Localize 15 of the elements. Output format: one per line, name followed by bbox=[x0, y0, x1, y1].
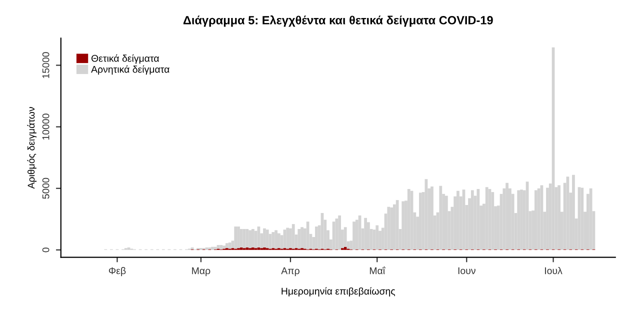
legend-label: Αρνητικά δείγματα bbox=[91, 65, 170, 75]
legend-label: Θετικά δείγματα bbox=[91, 54, 160, 64]
x-tick-label: Απρ bbox=[281, 267, 300, 276]
x-tick-label: Φεβ bbox=[108, 267, 126, 276]
y-tick-label: 0 bbox=[42, 248, 50, 252]
y-axis-title: Αριθμός δειγμάτων bbox=[27, 107, 37, 189]
chart-title: Διάγραμμα 5: Ελεγχθέντα και θετικά δείγματα COVID-19 bbox=[183, 15, 493, 27]
x-axis-title: Ημερομηνία επιβεβαίωσης bbox=[282, 287, 396, 297]
x-tick-label: Μαΐ bbox=[370, 266, 386, 274]
x-tick-label: Μαρ bbox=[192, 267, 210, 276]
x-tick-label: Ιουλ bbox=[545, 267, 562, 274]
y-tick-label: 10000 bbox=[42, 114, 50, 140]
y-tick-label: 15000 bbox=[42, 52, 50, 78]
y-tick-label: 5000 bbox=[42, 178, 50, 199]
x-tick-label: Ιουν bbox=[458, 267, 476, 274]
